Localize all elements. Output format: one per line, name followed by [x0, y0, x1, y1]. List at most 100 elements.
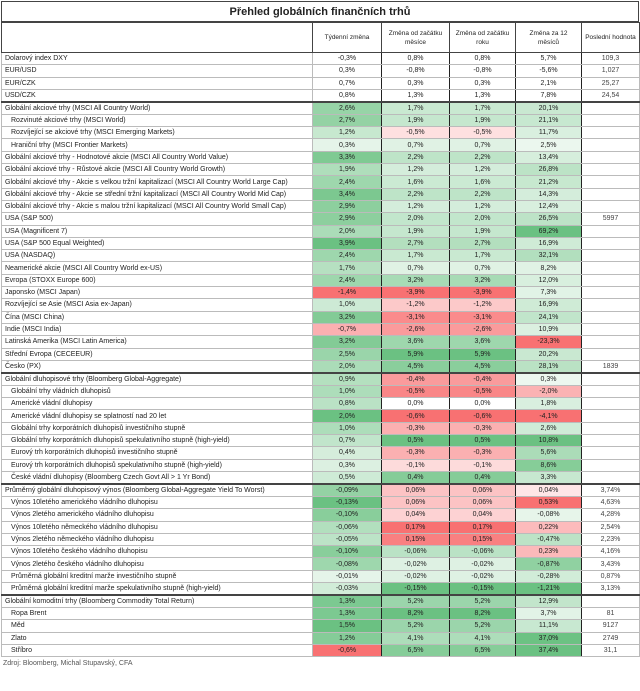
- weekly-change: 1,9%: [312, 163, 382, 177]
- 12m-change: 2,1%: [515, 76, 582, 90]
- 12m-change: 5,6%: [515, 446, 582, 460]
- table-row: Japonsko (MSCI Japan) -1,4% -3,9% -3,9% 7,3%: [1, 286, 640, 300]
- weekly-change: 0,5%: [312, 470, 382, 485]
- row-label: Rozvíjející se Asie (MSCI Asia ex-Japan): [1, 298, 313, 312]
- 12m-change: 32,1%: [515, 249, 582, 263]
- mtd-change: 8,2%: [381, 606, 450, 621]
- weekly-change: 0,9%: [312, 371, 382, 386]
- mtd-change: 0,3%: [381, 76, 450, 90]
- mtd-change: -0,6%: [381, 409, 450, 423]
- last-value: [581, 236, 640, 251]
- header-12m: Změna za 12 měsíců: [515, 22, 582, 53]
- table-row: Eurový trh korporátních dluhopisů invest…: [1, 446, 640, 460]
- table-row: Indie (MSCI India) -0,7% -2,6% -2,6% 10,9%: [1, 322, 640, 337]
- row-label: Americké vládní dluhopisy: [1, 397, 313, 411]
- weekly-change: 1,0%: [312, 384, 382, 399]
- mtd-change: -0,02%: [381, 557, 450, 571]
- table-row: Hraniční trhy (MSCI Frontier Markets) 0,3…: [1, 138, 640, 152]
- 12m-change: 8,6%: [515, 458, 582, 472]
- table-row: Výnos 10letého českého vládního dluhopis…: [1, 545, 640, 559]
- last-value: 81: [581, 606, 640, 621]
- row-label: Výnos 10letého německého vládního dluhop…: [1, 520, 313, 534]
- 12m-change: 0,3%: [515, 371, 582, 386]
- last-value: 2,54%: [581, 520, 640, 534]
- 12m-change: 13,4%: [515, 150, 582, 165]
- weekly-change: 1,0%: [312, 421, 382, 436]
- ytd-change: -2,6%: [449, 322, 516, 337]
- last-value: 3,13%: [581, 582, 640, 596]
- row-label: Globální akciové trhy - Akcie s malou tr…: [1, 199, 313, 214]
- mtd-change: 1,6%: [381, 175, 450, 189]
- 12m-change: 20,2%: [515, 347, 582, 361]
- table-row: Latinská Amerika (MSCI Latin America) 3,2…: [1, 335, 640, 349]
- 12m-change: -23,3%: [515, 335, 582, 349]
- 12m-change: -4,1%: [515, 409, 582, 423]
- row-label: Rozvíjející se akciové trhy (MSCI Emergi…: [1, 126, 313, 140]
- row-label: Globální akciové trhy - Akcie se střední…: [1, 187, 313, 201]
- table-row: Globální akciové trhy - Akcie s malou tr…: [1, 199, 640, 214]
- ytd-change: 0,8%: [449, 51, 516, 66]
- row-label: Japonsko (MSCI Japan): [1, 286, 313, 300]
- row-label: USA (S&P 500 Equal Weighted): [1, 236, 313, 251]
- mtd-change: -3,9%: [381, 286, 450, 300]
- header-label: [1, 22, 313, 53]
- mtd-change: 1,7%: [381, 100, 450, 115]
- weekly-change: -0,05%: [312, 532, 382, 547]
- 12m-change: 0,04%: [515, 482, 582, 497]
- ytd-change: 5,9%: [449, 347, 516, 361]
- table-row: Globální akciové trhy (MSCI All Country …: [1, 100, 640, 115]
- 12m-change: 0,23%: [515, 545, 582, 559]
- table-row: Výnos 10letého amerického vládního dluho…: [1, 495, 640, 510]
- last-value: [581, 310, 640, 324]
- last-value: 9127: [581, 619, 640, 633]
- table-row: Globální akciové trhy - Akcie s velkou t…: [1, 175, 640, 189]
- ytd-change: -0,3%: [449, 421, 516, 436]
- 12m-change: 26,5%: [515, 212, 582, 226]
- last-value: [581, 335, 640, 349]
- ytd-change: -0,5%: [449, 126, 516, 140]
- table-row: Čína (MSCI China) 3,2% -3,1% -3,1% 24,1%: [1, 310, 640, 324]
- row-label: EUR/CZK: [1, 76, 313, 90]
- ytd-change: -0,5%: [449, 384, 516, 399]
- table-row: EUR/USD 0,3% -0,8% -0,8% -5,6% 1,027: [1, 64, 640, 78]
- ytd-change: 0,06%: [449, 495, 516, 510]
- row-label: Střední Evropa (CECEEUR): [1, 347, 313, 361]
- table-row: Americké vládní dluhopisy 0,8% 0,0% 0,0% 1,8…: [1, 397, 640, 411]
- last-value: 1,027: [581, 64, 640, 78]
- mtd-change: -1,2%: [381, 298, 450, 312]
- 12m-change: -0,28%: [515, 569, 582, 583]
- 12m-change: 7,3%: [515, 286, 582, 300]
- 12m-change: 12,4%: [515, 199, 582, 214]
- 12m-change: -0,47%: [515, 532, 582, 547]
- ytd-change: 1,2%: [449, 199, 516, 214]
- header-ytd: Změna od začátku roku: [449, 22, 516, 53]
- last-value: [581, 199, 640, 214]
- mtd-change: 2,2%: [381, 150, 450, 165]
- weekly-change: 0,4%: [312, 446, 382, 460]
- 12m-change: 10,8%: [515, 434, 582, 448]
- weekly-change: -0,08%: [312, 557, 382, 571]
- row-label: EUR/USD: [1, 64, 313, 78]
- row-label: České vládní dluhopisy (Bloomberg Czech …: [1, 470, 313, 485]
- row-label: USA (Magnificent 7): [1, 224, 313, 238]
- weekly-change: 2,4%: [312, 249, 382, 263]
- 12m-change: 5,7%: [515, 51, 582, 66]
- 12m-change: 7,8%: [515, 88, 582, 103]
- row-label: Průměrný globální dluhopisový výnos (Blo…: [1, 482, 313, 497]
- weekly-change: 1,5%: [312, 619, 382, 633]
- last-value: [581, 113, 640, 128]
- row-label: Globální akciové trhy - Akcie s velkou t…: [1, 175, 313, 189]
- last-value: [581, 397, 640, 411]
- weekly-change: -0,13%: [312, 495, 382, 510]
- table-row: Měd 1,5% 5,2% 5,2% 11,1% 9127: [1, 619, 640, 633]
- ytd-change: -0,8%: [449, 64, 516, 78]
- mtd-change: 4,5%: [381, 359, 450, 374]
- table-row: Rozvíjející se Asie (MSCI Asia ex-Japan)…: [1, 298, 640, 312]
- row-label: Výnos 2letého německého vládního dluhopi…: [1, 532, 313, 547]
- 12m-change: 37,4%: [515, 643, 582, 658]
- ytd-change: 1,7%: [449, 100, 516, 115]
- row-label: Globální akciové trhy - Růstové akcie (M…: [1, 163, 313, 177]
- mtd-change: 1,7%: [381, 249, 450, 263]
- row-label: Globální dluhopisové trhy (Bloomberg Glo…: [1, 371, 313, 386]
- 12m-change: -5,6%: [515, 64, 582, 78]
